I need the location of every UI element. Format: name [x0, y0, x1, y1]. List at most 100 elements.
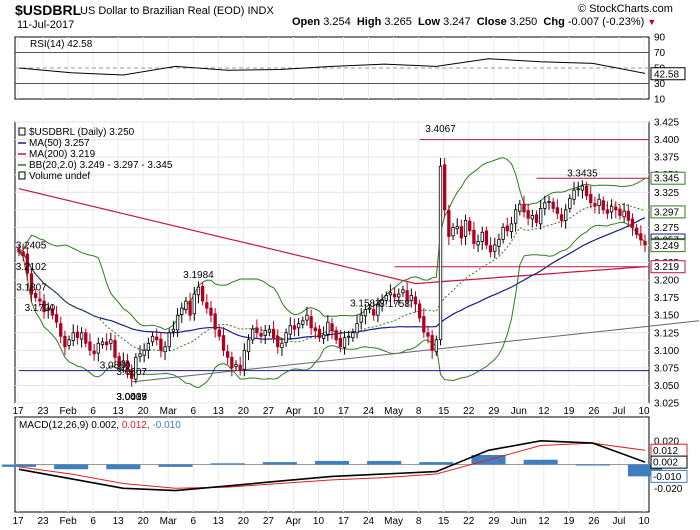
- candle: [29, 268, 34, 303]
- candle: [568, 194, 572, 213]
- candle: [417, 299, 422, 323]
- macd-tick-label: 0.020: [654, 436, 679, 447]
- rsi-value-label: 42.58: [654, 69, 679, 80]
- candle-body: [376, 304, 380, 316]
- candle-body: [134, 356, 138, 380]
- candle-body: [296, 323, 301, 329]
- candle-body: [447, 210, 451, 237]
- candle: [125, 353, 130, 379]
- candle: [271, 320, 276, 344]
- date-tick-label: 26: [588, 406, 600, 417]
- candle: [397, 288, 401, 306]
- price-annotation: 3.0009: [116, 392, 147, 403]
- chart-header: $USDBRL US Dollar to Brazilian Real (EOD…: [0, 0, 700, 36]
- candle-body: [313, 327, 317, 332]
- candle: [159, 332, 163, 358]
- date-tick-label: Jun: [511, 516, 527, 527]
- candle-body: [568, 198, 572, 209]
- date-tick-label: 8: [416, 516, 422, 527]
- macd-title: MACD(12,26,9) 0.002, 0.012, -0.010: [19, 420, 181, 431]
- rsi-value-tag: [650, 67, 686, 81]
- price-legend-item: $USDBRL (Daily) 3.250: [18, 127, 135, 138]
- chg-label: Chg: [543, 16, 565, 28]
- candle: [267, 325, 272, 337]
- right-value-label: 3.249: [654, 241, 679, 252]
- candle-body: [601, 200, 605, 211]
- macd-value-tag: [650, 469, 688, 483]
- candle-body: [609, 205, 614, 213]
- candle-body: [280, 342, 284, 348]
- date-tick-label: 15: [438, 516, 450, 527]
- candle: [430, 329, 434, 359]
- legend-label: BB(20,2.0) 3.249 - 3.297 - 3.345: [29, 160, 173, 171]
- candle-body: [321, 334, 326, 339]
- candle: [284, 328, 288, 347]
- candle: [614, 201, 618, 219]
- candle-body: [17, 248, 21, 253]
- legend-label: $USDBRL (Daily) 3.250: [29, 127, 135, 138]
- price-annotation: 3.4067: [425, 124, 456, 135]
- candle: [363, 303, 368, 325]
- date-tick-label: 17: [12, 516, 24, 527]
- candle-body: [417, 303, 422, 319]
- candle: [50, 304, 55, 320]
- candle: [534, 210, 539, 227]
- candle: [296, 317, 301, 337]
- candle-body: [259, 333, 263, 337]
- date-tick-label: 23: [37, 516, 49, 527]
- date-tick-label: 20: [238, 516, 250, 527]
- ma200-line: [18, 188, 646, 285]
- candle-body: [276, 335, 280, 348]
- date-tick-label: 22: [463, 516, 475, 527]
- candle: [242, 343, 247, 377]
- right-value-label: 3.345: [654, 174, 679, 185]
- candle-body: [309, 316, 313, 329]
- macd-histogram-bar: [627, 464, 663, 477]
- right-value-label: 3.219: [654, 262, 679, 273]
- candle: [509, 216, 514, 239]
- candle-body: [451, 226, 455, 237]
- candle-body: [605, 209, 610, 214]
- candle-body: [351, 332, 355, 339]
- price-legend-item: MA(200) 3.219: [18, 149, 96, 160]
- candle-body: [359, 314, 363, 323]
- candle-body: [443, 164, 447, 211]
- candle: [104, 333, 109, 351]
- candle-body: [50, 308, 55, 316]
- date-tick-label: Apr: [286, 406, 302, 417]
- close-value: 3.250: [509, 16, 538, 28]
- candle-body: [363, 309, 368, 317]
- candle: [572, 181, 576, 205]
- candle: [342, 330, 347, 355]
- candle: [505, 217, 509, 237]
- candle: [113, 334, 117, 366]
- candle: [618, 204, 622, 220]
- candle: [130, 364, 134, 387]
- candle: [21, 243, 25, 262]
- candle: [388, 284, 393, 301]
- candle: [422, 308, 426, 338]
- candle-body: [92, 350, 96, 355]
- candle-body: [205, 302, 209, 309]
- candle-body: [142, 349, 146, 356]
- candle-body: [221, 335, 226, 351]
- candle-body: [317, 328, 322, 339]
- candle: [443, 157, 447, 217]
- candle: [134, 353, 138, 384]
- candle: [313, 322, 317, 340]
- right-value-tag: [650, 239, 686, 253]
- candle: [580, 180, 585, 199]
- candle: [401, 285, 405, 297]
- candle-body: [34, 293, 38, 299]
- candle: [200, 282, 205, 306]
- candle-body: [38, 298, 42, 302]
- macd-value-label: 0.002: [653, 458, 678, 469]
- candle: [451, 223, 455, 241]
- macd-value-label: -0.010: [653, 472, 682, 483]
- candle-body: [438, 165, 443, 341]
- candle: [405, 282, 409, 307]
- date-tick-label: 12: [538, 406, 550, 417]
- candle-body: [551, 201, 555, 209]
- candle-body: [301, 320, 305, 325]
- candle: [497, 233, 501, 255]
